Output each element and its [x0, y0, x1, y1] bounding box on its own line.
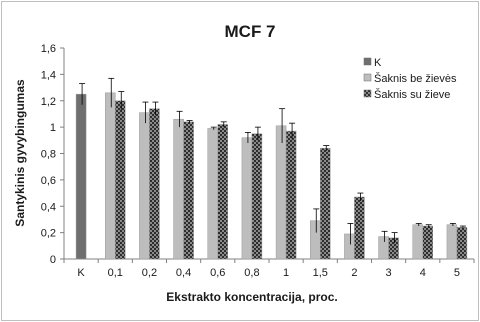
x-tick-label: 0,4 [176, 267, 191, 279]
bar-3-4 [183, 121, 194, 260]
bar-3-10 [388, 237, 399, 260]
bar-2-4 [173, 118, 184, 260]
y-tick-label: 1,2 [41, 96, 56, 108]
y-tick-label: 0,8 [41, 149, 56, 161]
bar-2-7 [275, 125, 287, 260]
legend-label-2: Šaknis be žievės [374, 72, 457, 85]
error-bars-group [79, 77, 466, 245]
y-tick-label: 1 [50, 122, 56, 134]
x-tick-label: 3 [386, 267, 392, 279]
bar-2-12 [446, 224, 458, 260]
x-tick-label: 4 [420, 267, 426, 279]
y-tick-label: 0,2 [41, 228, 56, 240]
legend-label-3: Šaknis su žieve [374, 88, 450, 101]
legend-swatch-3 [363, 89, 372, 98]
x-tick-label: K [77, 267, 85, 279]
bar-2-9 [344, 233, 355, 260]
legend-swatch-1 [363, 57, 372, 66]
bar-2-2 [105, 92, 116, 260]
bar-3-2 [115, 100, 126, 260]
x-axis-title: Ekstrakto koncentracija, proc. [166, 290, 337, 304]
bar-3-8 [320, 147, 331, 260]
bar-1-1 [75, 93, 87, 260]
x-axis: K 0,1 0,2 0,4 0,6 0,8 1 1,5 2 3 4 5 [63, 258, 475, 279]
x-tick-label: 5 [454, 267, 460, 279]
y-tick-label: 1,4 [41, 69, 56, 81]
bar-3-12 [456, 227, 468, 260]
bar-3-3 [149, 108, 160, 260]
y-tick-label: 0 [50, 254, 56, 266]
bar-3-11 [422, 225, 433, 260]
y-axis: 0 0,2 0,4 0,6 0,8 1 1,2 1,4 1,6 [41, 43, 65, 266]
bar-2-8 [310, 220, 321, 260]
y-tick-label: 1,6 [41, 43, 56, 55]
bar-2-3 [139, 112, 150, 260]
x-tick-label: 0,2 [142, 267, 157, 279]
x-tick-label: 0,1 [108, 267, 123, 279]
x-tick-label: 0,6 [210, 267, 225, 279]
bars-group [75, 92, 468, 260]
legend: K Šaknis be žievės Šaknis su žieve [363, 57, 457, 101]
x-tick-label: 1,5 [313, 267, 328, 279]
x-tick-label: 2 [351, 267, 357, 279]
y-tick-label: 0,4 [41, 201, 56, 213]
bar-3-7 [285, 130, 297, 260]
legend-label-1: K [374, 57, 382, 69]
bar-2-11 [412, 224, 423, 260]
bar-3-5 [217, 124, 228, 260]
bar-3-9 [354, 196, 365, 260]
legend-swatch-2 [363, 73, 372, 82]
bar-3-6 [251, 133, 263, 260]
bar-2-10 [378, 236, 389, 260]
y-tick-label: 0,6 [41, 175, 56, 187]
y-axis-title: Santykinis gyvybingumas [13, 79, 27, 227]
bar-2-6 [241, 137, 253, 260]
x-tick-label: 0,8 [244, 267, 259, 279]
bar-2-5 [207, 128, 218, 260]
x-tick-label: 1 [283, 267, 289, 279]
chart-title: MCF 7 [225, 22, 276, 41]
